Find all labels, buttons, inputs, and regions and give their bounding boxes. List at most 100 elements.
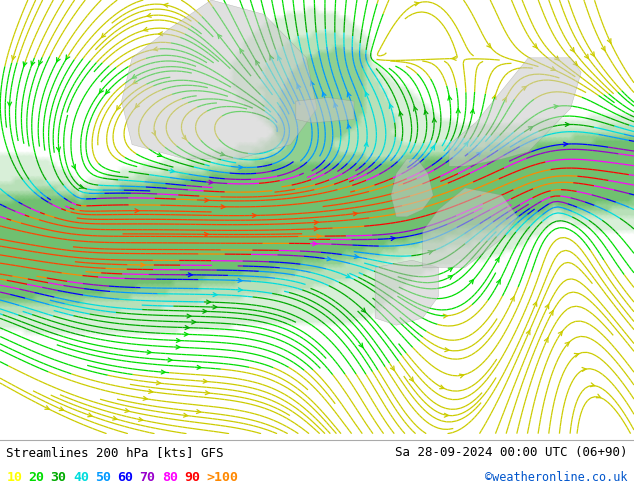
FancyArrowPatch shape (347, 124, 351, 129)
FancyArrowPatch shape (153, 47, 158, 51)
FancyArrowPatch shape (428, 251, 432, 254)
FancyArrowPatch shape (270, 55, 273, 60)
FancyArrowPatch shape (209, 180, 213, 184)
FancyArrowPatch shape (571, 48, 574, 52)
FancyArrowPatch shape (164, 3, 168, 7)
Text: 80: 80 (162, 471, 178, 484)
FancyArrowPatch shape (256, 61, 259, 65)
FancyArrowPatch shape (495, 258, 499, 262)
FancyArrowPatch shape (176, 339, 180, 343)
FancyArrowPatch shape (101, 33, 106, 38)
FancyArrowPatch shape (477, 152, 481, 156)
FancyArrowPatch shape (106, 90, 110, 94)
FancyArrowPatch shape (503, 98, 506, 102)
FancyArrowPatch shape (66, 55, 70, 59)
FancyArrowPatch shape (439, 385, 444, 389)
FancyArrowPatch shape (87, 413, 92, 417)
FancyArrowPatch shape (565, 342, 569, 346)
FancyArrowPatch shape (197, 410, 200, 414)
FancyArrowPatch shape (391, 366, 394, 370)
Polygon shape (449, 58, 581, 166)
FancyArrowPatch shape (424, 110, 428, 115)
FancyArrowPatch shape (448, 275, 453, 279)
Polygon shape (391, 159, 433, 217)
FancyArrowPatch shape (314, 220, 318, 224)
FancyArrowPatch shape (147, 350, 151, 354)
FancyArrowPatch shape (533, 302, 537, 306)
FancyArrowPatch shape (487, 44, 491, 48)
FancyArrowPatch shape (413, 107, 417, 111)
FancyArrowPatch shape (139, 417, 143, 421)
FancyArrowPatch shape (125, 409, 129, 413)
FancyArrowPatch shape (217, 34, 222, 39)
FancyArrowPatch shape (590, 52, 595, 56)
Text: Sa 28-09-2024 00:00 UTC (06+90): Sa 28-09-2024 00:00 UTC (06+90) (395, 446, 628, 459)
FancyArrowPatch shape (327, 257, 331, 261)
Text: 60: 60 (117, 471, 133, 484)
FancyArrowPatch shape (590, 383, 595, 387)
FancyArrowPatch shape (353, 212, 358, 216)
FancyArrowPatch shape (203, 309, 207, 313)
Text: ©weatheronline.co.uk: ©weatheronline.co.uk (485, 471, 628, 484)
FancyArrowPatch shape (185, 326, 189, 329)
Polygon shape (122, 0, 317, 159)
FancyArrowPatch shape (470, 109, 474, 114)
FancyArrowPatch shape (354, 255, 358, 258)
FancyArrowPatch shape (460, 374, 463, 378)
FancyArrowPatch shape (72, 164, 75, 169)
Polygon shape (423, 188, 518, 268)
FancyArrowPatch shape (141, 263, 145, 267)
FancyArrowPatch shape (448, 96, 452, 100)
Text: >100: >100 (206, 471, 238, 484)
FancyArrowPatch shape (448, 268, 453, 271)
FancyArrowPatch shape (238, 278, 242, 282)
FancyArrowPatch shape (596, 394, 600, 398)
FancyArrowPatch shape (550, 311, 553, 315)
Text: 10: 10 (6, 471, 22, 484)
FancyArrowPatch shape (464, 142, 468, 147)
FancyArrowPatch shape (113, 416, 117, 420)
FancyArrowPatch shape (415, 2, 418, 6)
Polygon shape (296, 98, 354, 123)
FancyArrowPatch shape (143, 27, 148, 31)
FancyArrowPatch shape (136, 103, 139, 108)
FancyArrowPatch shape (582, 368, 586, 371)
FancyArrowPatch shape (157, 381, 160, 385)
FancyArrowPatch shape (456, 109, 460, 113)
FancyArrowPatch shape (431, 146, 434, 150)
FancyArrowPatch shape (79, 185, 84, 189)
FancyArrowPatch shape (585, 54, 588, 59)
FancyArrowPatch shape (361, 308, 366, 312)
FancyArrowPatch shape (221, 205, 225, 209)
FancyArrowPatch shape (445, 348, 449, 352)
FancyArrowPatch shape (39, 60, 42, 65)
FancyArrowPatch shape (213, 305, 217, 309)
FancyArrowPatch shape (238, 165, 243, 169)
FancyArrowPatch shape (191, 320, 196, 324)
FancyArrowPatch shape (452, 56, 456, 60)
Text: 50: 50 (95, 471, 111, 484)
FancyArrowPatch shape (240, 49, 243, 53)
FancyArrowPatch shape (322, 92, 326, 97)
FancyArrowPatch shape (551, 67, 555, 71)
FancyArrowPatch shape (432, 118, 436, 122)
FancyArrowPatch shape (574, 353, 579, 357)
FancyArrowPatch shape (117, 105, 120, 110)
FancyArrowPatch shape (183, 413, 188, 417)
FancyArrowPatch shape (23, 62, 27, 66)
FancyArrowPatch shape (213, 293, 217, 296)
FancyArrowPatch shape (510, 296, 514, 301)
FancyArrowPatch shape (45, 406, 49, 409)
FancyArrowPatch shape (157, 153, 162, 156)
FancyArrowPatch shape (526, 330, 530, 335)
FancyArrowPatch shape (161, 370, 165, 374)
FancyArrowPatch shape (564, 142, 567, 146)
FancyArrowPatch shape (314, 227, 318, 231)
FancyArrowPatch shape (148, 390, 153, 393)
FancyArrowPatch shape (533, 44, 537, 48)
FancyArrowPatch shape (133, 80, 138, 84)
FancyArrowPatch shape (347, 93, 351, 97)
FancyArrowPatch shape (559, 331, 562, 336)
FancyArrowPatch shape (197, 366, 201, 369)
FancyArrowPatch shape (334, 103, 337, 107)
